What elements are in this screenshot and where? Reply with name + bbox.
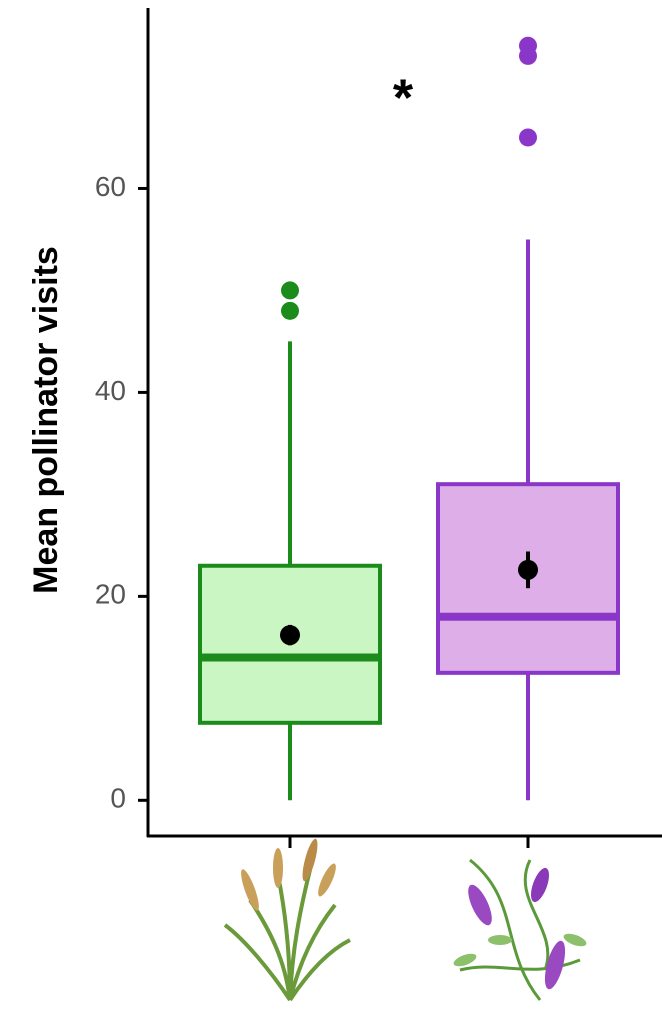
outlier <box>281 281 299 299</box>
y-axis-label: Mean pollinator visits <box>27 246 65 594</box>
vetch-icon <box>452 860 588 1000</box>
y-tick-label: 60 <box>95 171 126 202</box>
page: Mean pollinator visits * 0204060 (() => … <box>0 0 662 1022</box>
mean-point <box>280 625 300 645</box>
wheat-icon <box>225 837 350 1000</box>
chart: Mean pollinator visits * 0 20 40 60 <box>0 0 662 1022</box>
y-tick-label: 40 <box>95 375 126 406</box>
y-tick-label: 20 <box>95 579 126 610</box>
mean-point <box>518 560 538 580</box>
outlier <box>519 37 537 55</box>
outlier <box>519 128 537 146</box>
significance-annotation: * <box>393 70 414 128</box>
y-tick-label: 0 <box>110 783 126 814</box>
outlier <box>281 302 299 320</box>
